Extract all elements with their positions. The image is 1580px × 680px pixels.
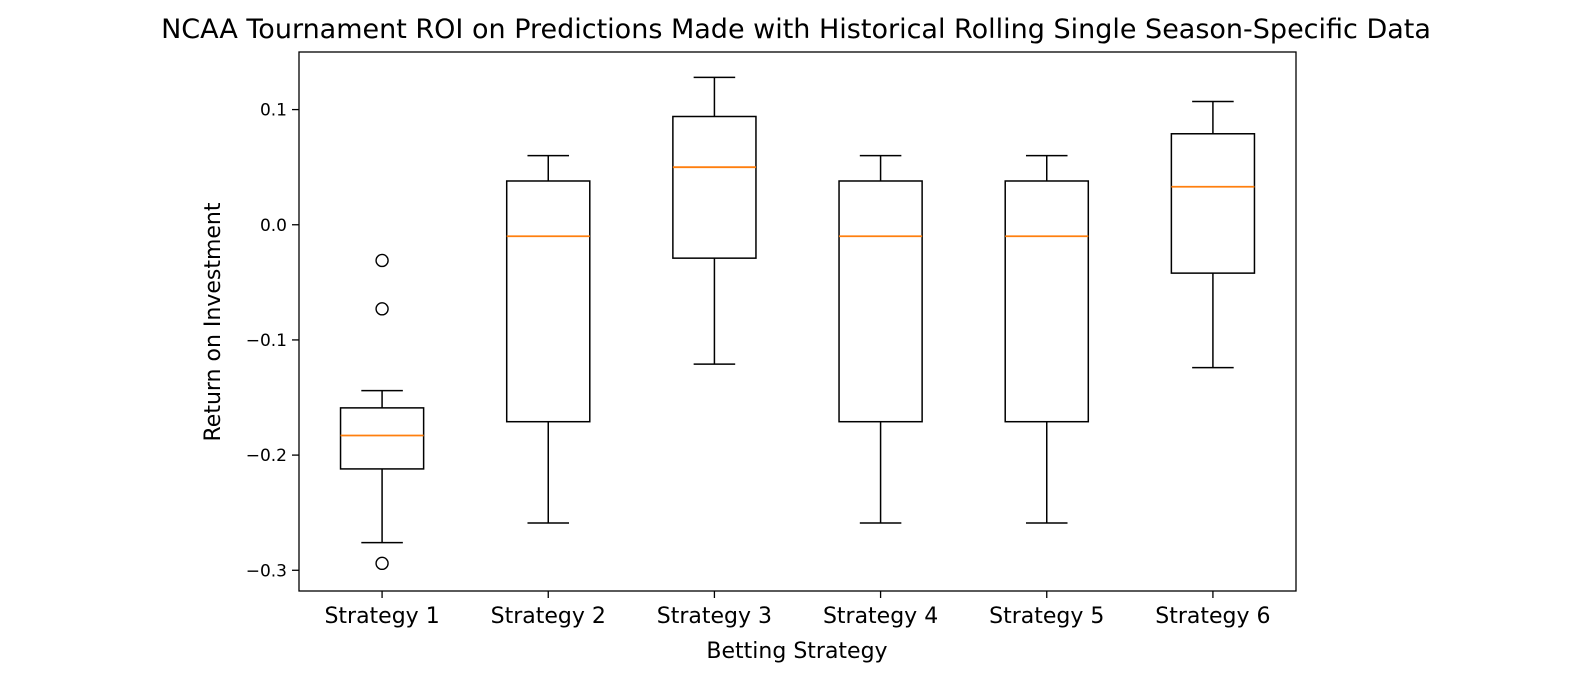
x-tick-label: Strategy 1 xyxy=(324,604,439,629)
iqr-box xyxy=(505,180,591,423)
y-tick-label: −0.3 xyxy=(246,561,287,581)
x-axis: Strategy 1 Strategy 2 Strategy 3 Strategy 4… xyxy=(324,591,1271,629)
outlier-point xyxy=(375,302,389,316)
y-tick-label: −0.1 xyxy=(246,331,287,351)
y-axis: −0.3 −0.2 −0.1 0.0 0.1 xyxy=(246,101,299,581)
x-tick-label: Strategy 6 xyxy=(1155,604,1270,629)
box-group xyxy=(339,253,425,571)
box-group xyxy=(1004,154,1090,524)
chart-title: NCAA Tournament ROI on Predictions Made … xyxy=(161,14,1431,45)
x-tick-label: Strategy 4 xyxy=(823,604,938,629)
iqr-box xyxy=(672,115,757,259)
y-tick-label: −0.2 xyxy=(246,446,287,466)
iqr-box xyxy=(339,407,425,470)
y-tick-label: 0.0 xyxy=(260,216,287,236)
box-group xyxy=(1170,100,1256,369)
x-axis-label: Betting Strategy xyxy=(706,639,887,664)
outlier-point xyxy=(375,253,389,268)
iqr-box xyxy=(1004,180,1090,423)
iqr-box xyxy=(838,180,923,423)
plot-frame xyxy=(298,51,1297,592)
outlier-point xyxy=(375,556,389,571)
box-group xyxy=(838,154,923,524)
plot-area xyxy=(339,76,1256,571)
x-tick-label: Strategy 2 xyxy=(491,604,606,629)
iqr-box xyxy=(1170,133,1256,274)
y-tick-label: 0.1 xyxy=(260,101,287,121)
x-tick-label: Strategy 3 xyxy=(657,604,772,629)
x-tick-label: Strategy 5 xyxy=(989,604,1104,629)
y-axis-label: Return on Investment xyxy=(201,202,226,441)
box-group xyxy=(505,154,591,524)
box-group xyxy=(672,76,757,365)
